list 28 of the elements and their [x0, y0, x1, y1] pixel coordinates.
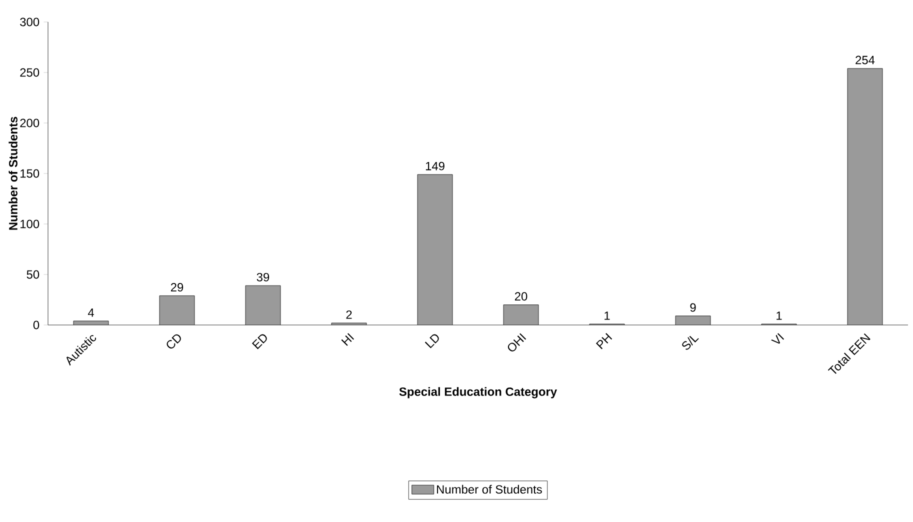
y-tick-label: 150	[20, 169, 40, 178]
x-tick-label: HI	[341, 333, 354, 346]
data-label: 29	[170, 283, 184, 292]
data-label: 254	[856, 56, 875, 64]
data-label: 149	[426, 162, 444, 170]
data-label: 2	[346, 310, 352, 319]
legend-label: Number of Students	[437, 484, 542, 494]
data-label: 39	[256, 272, 270, 282]
x-tick-label: VI	[771, 333, 784, 344]
x-tick-label: S/L	[682, 336, 699, 350]
data-label: 1	[776, 312, 782, 320]
y-tick-label: 100	[20, 220, 40, 228]
x-tick-label: CD	[166, 334, 181, 349]
y-tick-label: 50	[26, 270, 40, 279]
x-tick-label: ED	[252, 334, 267, 350]
y-tick-label: 250	[20, 68, 40, 77]
data-label: 9	[690, 303, 696, 312]
data-label: 20	[514, 292, 528, 301]
y-tick-label: 300	[20, 18, 40, 26]
x-tick-label: OHI	[508, 333, 526, 352]
x-tick-label: PH	[596, 333, 612, 350]
y-tick-label: 0	[33, 320, 40, 330]
data-label: 4	[88, 308, 94, 317]
x-tick-label: LD	[424, 334, 439, 348]
data-label: 1	[604, 312, 610, 320]
x-axis-title: Special Education Category	[399, 387, 557, 398]
y-tick-label: 200	[20, 118, 40, 128]
y-axis-title: Number of Students	[8, 116, 18, 230]
